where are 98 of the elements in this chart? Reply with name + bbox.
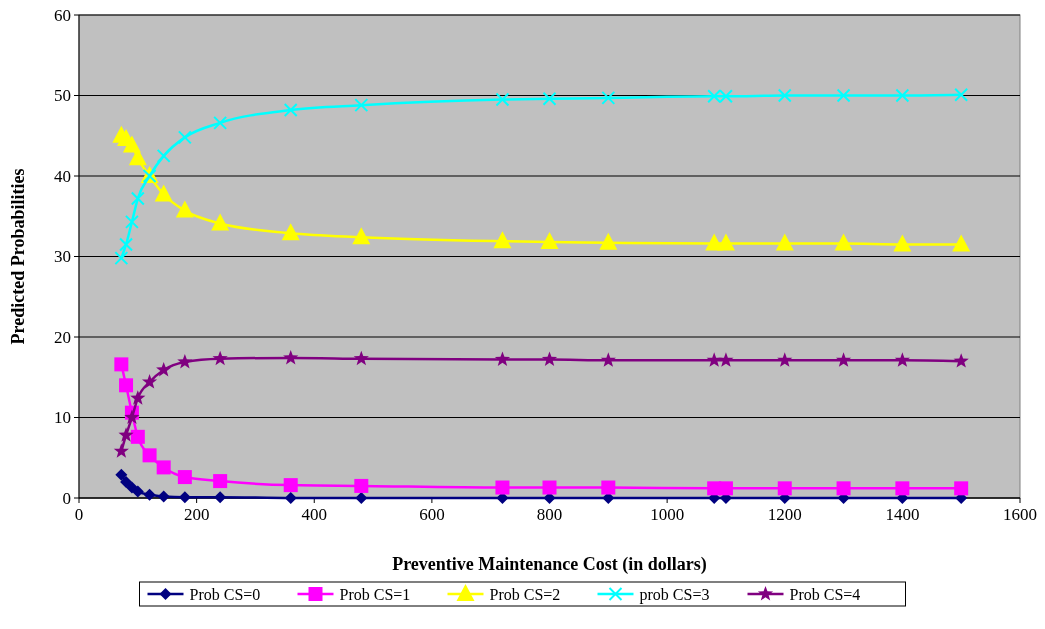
point — [836, 88, 851, 103]
point — [177, 130, 192, 145]
point — [113, 443, 129, 458]
y-tick-label: 0 — [62, 488, 71, 508]
y-axis-title: Predicted Probabilities — [8, 168, 28, 345]
point — [281, 223, 300, 241]
point — [718, 481, 733, 496]
x-tick-label: 800 — [536, 505, 563, 524]
x-tick-label: 200 — [183, 505, 210, 524]
point — [156, 148, 171, 163]
point — [541, 351, 558, 367]
point — [177, 470, 192, 485]
point — [122, 135, 141, 153]
point — [495, 480, 510, 495]
point — [143, 488, 156, 501]
point — [157, 490, 170, 503]
point — [284, 492, 297, 504]
point — [777, 88, 792, 103]
point — [954, 481, 969, 496]
point — [834, 233, 853, 251]
x-axis-title: Preventive Maintenance Cost (in dollars) — [392, 554, 707, 575]
point — [601, 90, 616, 105]
point — [283, 349, 299, 365]
point — [601, 480, 616, 495]
point — [718, 352, 734, 367]
point — [718, 89, 733, 104]
point — [115, 468, 128, 481]
point — [124, 409, 140, 424]
point — [775, 233, 794, 251]
point — [114, 357, 129, 372]
point — [707, 89, 722, 104]
point — [953, 353, 969, 368]
legend-label: Prob CS=1 — [339, 585, 411, 603]
point — [600, 352, 616, 367]
x-tick-label: 1200 — [767, 505, 802, 524]
point — [540, 232, 559, 250]
x-tick-label: 1400 — [885, 505, 920, 524]
point — [542, 91, 557, 106]
point — [895, 481, 910, 496]
legend-label: prob CS=3 — [639, 585, 710, 604]
point — [283, 478, 298, 493]
legend-label: Prob CS=2 — [489, 585, 561, 603]
point — [777, 481, 792, 496]
point — [599, 232, 618, 250]
point — [213, 115, 228, 130]
y-tick-label: 30 — [54, 247, 71, 267]
point — [154, 184, 173, 202]
point — [777, 352, 793, 367]
x-tick-label: 400 — [301, 505, 327, 524]
x-tick-label: 1000 — [650, 505, 685, 524]
point — [156, 460, 171, 475]
point — [142, 448, 157, 463]
point — [706, 352, 722, 367]
point — [494, 351, 511, 367]
point — [212, 350, 228, 366]
point — [130, 429, 145, 444]
point — [124, 214, 139, 229]
point — [130, 191, 145, 206]
point — [952, 234, 971, 252]
y-tick-label: 60 — [54, 5, 71, 25]
point — [213, 474, 228, 489]
point — [130, 390, 146, 405]
point — [836, 481, 851, 496]
legend-label: Prob CS=0 — [189, 585, 261, 603]
x-tick-label: 0 — [74, 505, 84, 524]
point — [118, 427, 134, 442]
y-tick-label: 20 — [54, 327, 71, 347]
x-tick-label: 1600 — [1003, 505, 1037, 524]
point — [354, 98, 369, 113]
point — [835, 352, 852, 367]
point — [353, 350, 369, 366]
point — [954, 87, 969, 102]
point — [894, 352, 910, 367]
y-tick-label: 10 — [54, 408, 71, 428]
point — [893, 234, 912, 252]
point — [177, 353, 193, 369]
point — [211, 213, 230, 231]
point — [283, 102, 298, 117]
legend-label: Prob CS=4 — [789, 585, 861, 603]
point — [895, 88, 910, 103]
point — [119, 237, 134, 252]
point — [120, 475, 133, 488]
point — [156, 362, 172, 377]
point — [352, 227, 371, 245]
point — [131, 485, 144, 498]
point — [716, 233, 735, 251]
point — [355, 492, 368, 504]
point — [495, 92, 510, 107]
point — [114, 251, 129, 266]
point — [542, 480, 557, 495]
y-tick-label: 50 — [54, 86, 71, 106]
y-tick-label: 40 — [54, 166, 71, 186]
point — [119, 378, 134, 393]
point — [175, 200, 194, 218]
point — [354, 478, 369, 493]
point — [493, 231, 512, 249]
x-tick-label: 600 — [419, 505, 445, 524]
point — [141, 374, 158, 389]
